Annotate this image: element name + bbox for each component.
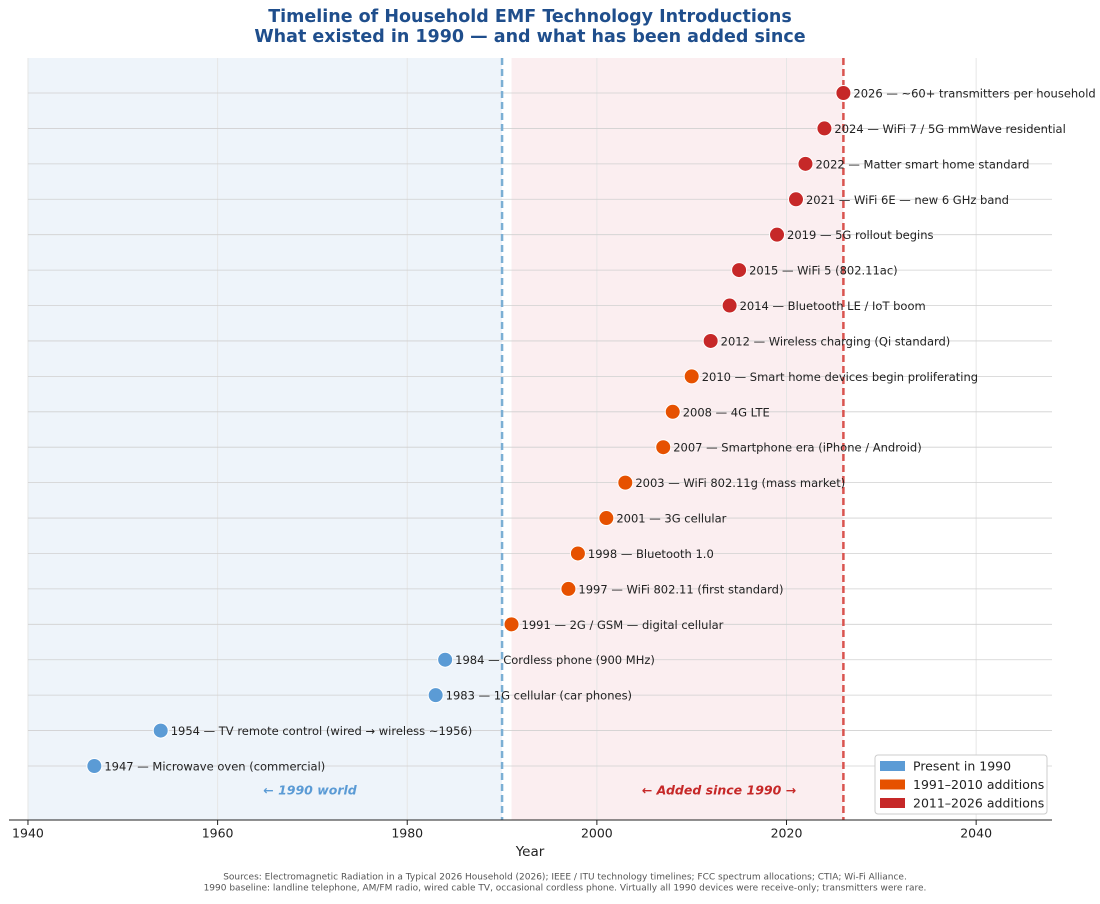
point-label: 1998 — Bluetooth 1.0 bbox=[588, 547, 714, 561]
x-tick-label: 2020 bbox=[771, 826, 803, 841]
point bbox=[598, 510, 615, 527]
legend-label: 2011–2026 additions bbox=[913, 796, 1044, 811]
point bbox=[617, 474, 634, 491]
point-label: 2021 — WiFi 6E — new 6 GHz band bbox=[806, 193, 1009, 207]
point-label: 2007 — Smartphone era (iPhone / Android) bbox=[673, 441, 921, 455]
point bbox=[721, 297, 738, 314]
point-label: 2010 — Smart home devices begin prolifer… bbox=[702, 370, 978, 384]
point-label: 2015 — WiFi 5 (802.11ac) bbox=[749, 264, 898, 278]
point-label: 1954 — TV remote control (wired → wirele… bbox=[171, 724, 473, 738]
point-label: 1991 — 2G / GSM — digital cellular bbox=[522, 618, 724, 632]
point bbox=[835, 85, 852, 101]
point-label: 2012 — Wireless charging (Qi standard) bbox=[721, 334, 951, 348]
x-tick-label: 2040 bbox=[960, 826, 992, 841]
point bbox=[769, 226, 786, 243]
legend-swatch bbox=[880, 798, 905, 808]
point bbox=[569, 545, 586, 562]
point bbox=[655, 439, 672, 456]
shaded-region bbox=[511, 58, 844, 820]
source-note: 1990 baseline: landline telephone, AM/FM… bbox=[204, 884, 927, 894]
point-label: 1947 — Microwave oven (commercial) bbox=[104, 760, 325, 774]
source-note: Sources: Electromagnetic Radiation in a … bbox=[223, 873, 907, 883]
x-tick-label: 2000 bbox=[581, 826, 613, 841]
point bbox=[503, 616, 520, 633]
point bbox=[787, 191, 804, 208]
point bbox=[86, 758, 103, 774]
point bbox=[664, 403, 681, 420]
legend-box bbox=[874, 754, 1048, 815]
point-label: 1984 — Cordless phone (900 MHz) bbox=[455, 653, 655, 667]
point bbox=[702, 332, 719, 349]
x-tick-label: 1960 bbox=[202, 826, 234, 841]
chart-subtitle: What existed in 1990 — and what has been… bbox=[254, 27, 805, 47]
x-axis-label: Year bbox=[515, 844, 545, 860]
point-label: 2022 — Matter smart home standard bbox=[815, 157, 1029, 171]
legend-swatch bbox=[880, 779, 905, 790]
point-label: 2014 — Bluetooth LE / IoT boom bbox=[740, 299, 926, 313]
point-label: 2001 — 3G cellular bbox=[616, 512, 726, 526]
point-label: 2026 — ~60+ transmitters per household bbox=[853, 87, 1095, 101]
x-tick-label: 1980 bbox=[391, 826, 423, 841]
chart-title: Timeline of Household EMF Technology Int… bbox=[268, 7, 792, 27]
shaded-region bbox=[27, 58, 503, 820]
point-label: 2008 — 4G LTE bbox=[683, 405, 770, 419]
point bbox=[797, 155, 814, 172]
point bbox=[731, 262, 748, 279]
legend-swatch bbox=[880, 761, 905, 771]
point bbox=[437, 651, 454, 668]
point-label: 2003 — WiFi 802.11g (mass market) bbox=[635, 476, 845, 490]
x-tick-label: 1940 bbox=[12, 826, 44, 841]
annotation: ← Added since 1990 → bbox=[642, 783, 796, 798]
legend-label: 1991–2010 additions bbox=[913, 777, 1044, 792]
point-label: 1983 — 1G cellular (car phones) bbox=[446, 689, 632, 703]
point-label: 1997 — WiFi 802.11 (first standard) bbox=[578, 582, 783, 596]
point-label: 2019 — 5G rollout begins bbox=[787, 228, 934, 242]
point bbox=[427, 687, 444, 704]
annotation: ← 1990 world bbox=[263, 783, 358, 798]
point bbox=[683, 368, 700, 385]
point bbox=[152, 722, 169, 739]
point bbox=[816, 120, 833, 137]
point-label: 2024 — WiFi 7 / 5G mmWave residential bbox=[834, 122, 1065, 136]
point bbox=[560, 580, 577, 597]
legend-label: Present in 1990 bbox=[913, 759, 1011, 774]
